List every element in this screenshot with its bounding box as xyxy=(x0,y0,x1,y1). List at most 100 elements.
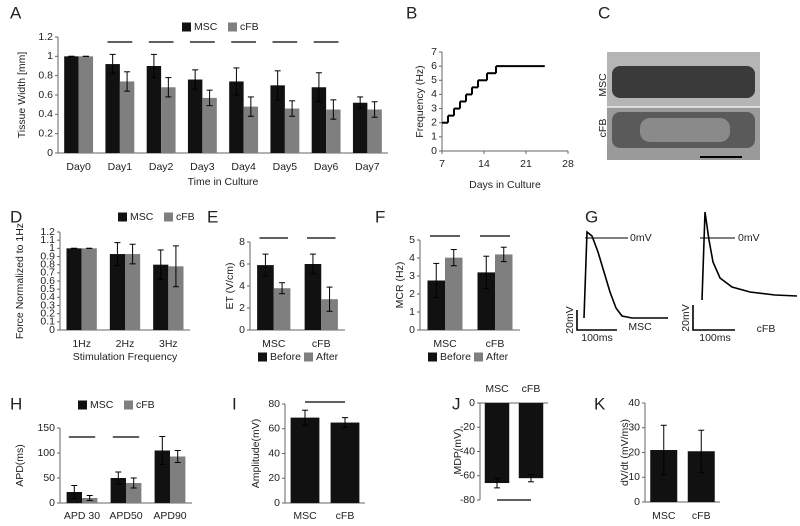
bar xyxy=(257,265,274,330)
time-scale: 100ms xyxy=(699,332,731,344)
y-tick-label: 5 xyxy=(431,74,437,86)
y-tick-label: 0 xyxy=(49,324,55,336)
panel-letter: J xyxy=(452,394,461,413)
y-tick-label: 30 xyxy=(628,422,640,434)
x-axis-label: Stimulation Frequency xyxy=(73,351,178,363)
bar xyxy=(484,403,510,484)
y-axis-label: dV/dt (mV/ms) xyxy=(619,419,631,486)
cfb-trace xyxy=(701,211,798,301)
y-tick-label: 0.3 xyxy=(40,299,55,311)
y-tick-label: 0.5 xyxy=(40,283,55,295)
y-tick-label: 5 xyxy=(409,234,415,246)
y-tick-label: 3 xyxy=(431,102,437,114)
y-tick-label: 7 xyxy=(431,46,437,58)
y-tick-label: 0 xyxy=(469,397,475,409)
y-tick-label: -40 xyxy=(460,445,475,457)
y-tick-label: 0 xyxy=(239,324,245,336)
x-tick-label: Day4 xyxy=(231,161,256,173)
y-tick-label: 0 xyxy=(47,147,53,159)
y-tick-label: 0.9 xyxy=(40,250,55,262)
y-tick-label: 20 xyxy=(268,472,280,484)
x-tick-label: cFB xyxy=(522,383,541,395)
bar xyxy=(229,81,244,153)
bar xyxy=(146,66,162,153)
x-tick-label: Day7 xyxy=(355,161,380,173)
bar xyxy=(477,272,495,330)
bar xyxy=(367,109,382,153)
amplitude-scale: 20mV xyxy=(564,306,576,333)
x-axis-label: Time in Culture xyxy=(188,176,259,188)
y-tick-label: 0.8 xyxy=(40,258,55,270)
y-tick-label: 100 xyxy=(37,447,55,459)
bar xyxy=(270,85,285,153)
panel-letter: D xyxy=(10,207,22,226)
y-tick-label: -20 xyxy=(460,421,475,433)
x-tick-label: MSC xyxy=(652,510,676,522)
tissue-photo xyxy=(607,52,760,160)
legend-swatch xyxy=(182,22,191,32)
y-axis-label: Amplitude(mV) xyxy=(250,419,262,488)
panel-letter: G xyxy=(585,207,598,226)
panel-letter: E xyxy=(207,207,218,226)
x-tick-label: 7 xyxy=(439,158,445,170)
x-tick-label: Day1 xyxy=(108,161,133,173)
bar xyxy=(168,266,184,330)
x-tick-label: cFB xyxy=(486,338,505,350)
legend-swatch xyxy=(304,352,313,362)
msc-tissue xyxy=(612,66,755,98)
bar xyxy=(290,417,320,503)
y-tick-label: 1.2 xyxy=(40,226,55,238)
y-tick-label: 0.1 xyxy=(40,316,55,328)
x-tick-label: APD90 xyxy=(153,510,186,522)
x-tick-label: 14 xyxy=(478,158,490,170)
y-tick-label: 6 xyxy=(239,258,245,270)
y-tick-label: 2 xyxy=(431,116,437,128)
bar xyxy=(495,254,513,330)
y-axis-label: Frequency (Hz) xyxy=(414,65,426,137)
y-tick-label: 1 xyxy=(431,131,437,143)
x-tick-label: MSC xyxy=(433,338,457,350)
x-tick-label: MSC xyxy=(262,338,286,350)
x-tick-label: 1Hz xyxy=(72,338,91,350)
image-label: cFB xyxy=(597,119,609,138)
legend-swatch xyxy=(474,352,483,362)
ap-traces xyxy=(576,211,798,331)
panel-letter: K xyxy=(594,394,606,413)
y-tick-label: 40 xyxy=(628,397,640,409)
x-tick-label: 3Hz xyxy=(159,338,178,350)
bar xyxy=(202,97,217,153)
y-tick-label: 0 xyxy=(431,145,437,157)
legend-label: After xyxy=(486,351,509,363)
bar xyxy=(126,483,142,503)
y-tick-label: -80 xyxy=(460,494,475,506)
x-tick-label: 28 xyxy=(562,158,574,170)
y-tick-label: 0 xyxy=(49,497,55,509)
y-axis-label: Force Normalized to 1Hz xyxy=(14,223,26,339)
x-tick-label: 21 xyxy=(520,158,532,170)
image-label: MSC xyxy=(597,73,609,97)
x-tick-label: Day3 xyxy=(190,161,215,173)
y-tick-label: 0.6 xyxy=(38,89,53,101)
zero-label: 0mV xyxy=(738,232,760,244)
bar xyxy=(161,87,176,153)
legend-label: cFB xyxy=(176,211,195,223)
y-tick-label: 0 xyxy=(274,497,280,509)
bar xyxy=(445,257,463,330)
legend-swatch xyxy=(258,352,267,362)
panel-letter: H xyxy=(10,394,22,413)
bar xyxy=(154,450,170,503)
bar xyxy=(518,403,544,479)
bar xyxy=(170,456,186,503)
bar xyxy=(427,280,445,330)
bar xyxy=(304,264,322,330)
x-tick-label: cFB xyxy=(312,338,331,350)
legend-label: MSC xyxy=(194,21,218,33)
y-tick-label: 1.1 xyxy=(40,234,55,246)
y-tick-label: 3 xyxy=(409,270,415,282)
bar xyxy=(109,254,125,330)
legend-label: Before xyxy=(440,351,471,363)
y-tick-label: 0.7 xyxy=(40,267,55,279)
legend-swatch xyxy=(228,22,237,32)
y-tick-label: 1.2 xyxy=(38,31,53,43)
